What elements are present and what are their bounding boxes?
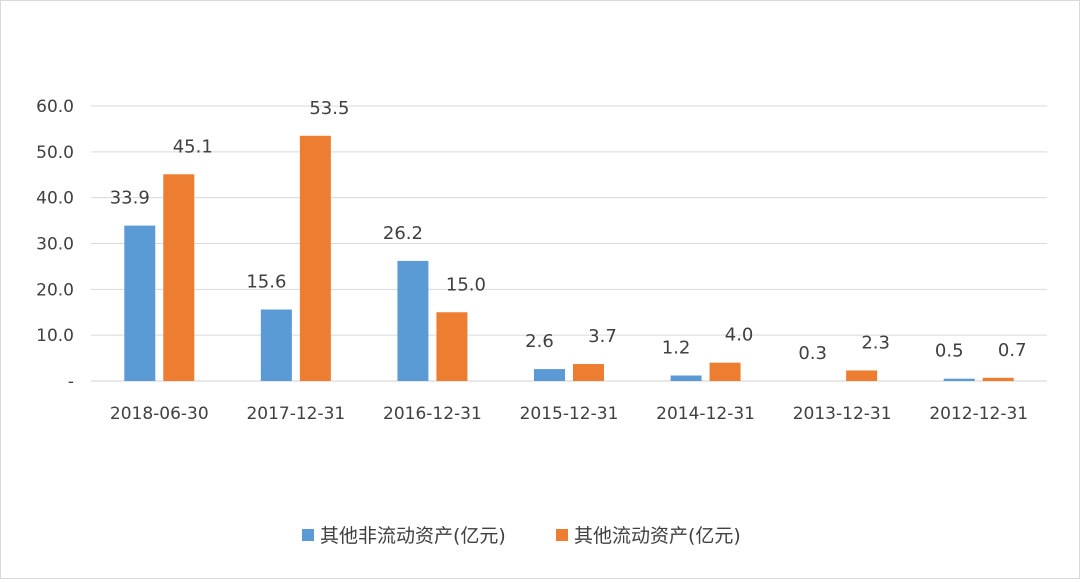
bar-non-current [534,369,565,381]
data-label: 15.0 [446,274,486,295]
y-tick-label: 20.0 [36,280,74,300]
y-tick-label: 10.0 [36,326,74,346]
y-tick-label: - [68,372,74,392]
bar-non-current [670,375,702,381]
data-label: 45.1 [173,136,213,157]
x-tick-label: 2014-12-31 [656,404,755,424]
data-label: 33.9 [110,188,150,209]
bar-non-current [124,225,156,381]
bar-current [709,362,741,381]
data-label: 15.6 [246,272,286,293]
data-label: 2.3 [861,332,890,353]
x-axis: 2018-06-30 2017-12-31 2016-12-31 2015-12-31… [110,404,1028,424]
legend-label: 其他非流动资产(亿元) [320,525,506,547]
data-labels: 33.9 15.6 26.2 2.6 1.2 0.5 45.1 53.5 15.0 3.7 4.0 2… [110,98,1027,364]
data-label: 0.5 [935,341,964,362]
x-tick-label: 2012-12-31 [929,404,1028,424]
y-tick-label: 60.0 [36,97,74,117]
data-label: 1.2 [662,338,691,359]
y-axis: - 10.0 20.0 30.0 40.0 50.0 60.0 [36,97,74,392]
x-tick-label: 2015-12-31 [520,404,619,424]
bar-current [163,174,195,381]
data-label: 4.0 [725,325,754,346]
bar-non-current [943,378,975,381]
legend-swatch [302,529,314,541]
bar-current [436,312,468,381]
bar-current [982,377,1014,381]
bar-current [299,135,331,381]
y-tick-label: 40.0 [36,189,74,209]
x-tick-label: 2017-12-31 [246,404,345,424]
bar-current [846,370,878,381]
data-label: 0.7 [998,340,1027,361]
y-tick-label: 30.0 [36,235,74,255]
legend: 其他非流动资产(亿元) 其他流动资产(亿元) [302,525,741,547]
bar-non-current [397,260,429,381]
data-label: 2.6 [525,331,554,352]
bars [124,135,1014,381]
legend-swatch [556,529,568,541]
data-label: 53.5 [309,98,349,119]
data-label: 26.2 [383,223,423,244]
data-label: 3.7 [588,326,617,347]
bar-current [573,364,604,381]
x-tick-label: 2016-12-31 [383,404,482,424]
legend-label: 其他流动资产(亿元) [574,525,741,547]
x-tick-label: 2013-12-31 [793,404,892,424]
gridlines [91,105,1047,382]
y-tick-label: 50.0 [36,143,74,163]
data-label: 0.3 [798,343,827,364]
x-tick-label: 2018-06-30 [110,404,209,424]
bar-non-current [260,309,292,381]
